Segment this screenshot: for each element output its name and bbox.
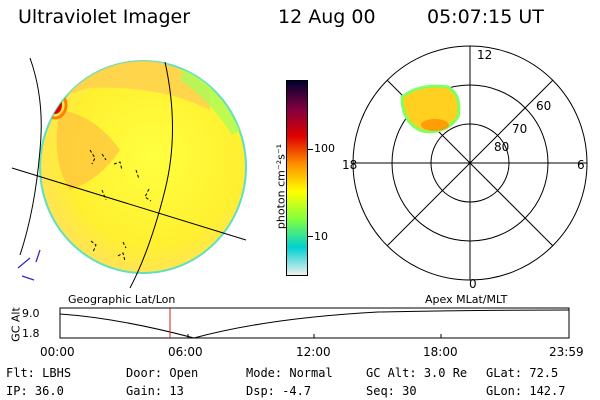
glat-value: 72.5	[529, 366, 559, 380]
filter-value: LBHS	[42, 366, 72, 380]
altitude-tick-low: 1.8	[22, 327, 40, 340]
mlat-label-60: 60	[536, 99, 551, 113]
mlat-label-80: 80	[494, 140, 509, 154]
altitude-curve	[59, 309, 570, 339]
gcalt-status: GC Alt: 3.0 Re	[366, 366, 468, 380]
altitude-timeline	[59, 307, 570, 339]
apex-title: Apex MLat/MLT	[425, 293, 508, 306]
mode-status: Mode: Normal	[246, 366, 333, 380]
gain-status: Gain: 13	[126, 384, 184, 398]
altitude-axis-label: GC Alt	[9, 307, 23, 342]
glon-value: 142.7	[529, 384, 566, 398]
seq-status: Seq: 30	[366, 384, 417, 398]
longitude-line-right	[129, 61, 173, 289]
geographic-title: Geographic Lat/Lon	[68, 293, 176, 306]
door-status: Door: Open	[126, 366, 199, 380]
time-label: 05:07:15 UT	[427, 6, 544, 28]
filter-status: Flt: LBHS	[6, 366, 72, 380]
auroral-oval-patch	[400, 84, 461, 134]
time-tick-0000: 00:00	[40, 345, 75, 359]
door-value: Open	[169, 366, 199, 380]
mode-value: Normal	[289, 366, 333, 380]
polar-plot: 12 0 18 6 60 70 80	[342, 45, 588, 290]
coastlines	[85, 149, 152, 273]
date-label: 12 Aug 00	[278, 6, 376, 28]
mlt-label-12: 12	[477, 48, 492, 62]
time-tick-2359: 23:59	[549, 345, 584, 359]
auroral-edge	[180, 65, 240, 135]
dsp-value: -4.7	[282, 384, 312, 398]
gain-value: 13	[169, 384, 184, 398]
seq-value: 30	[402, 384, 417, 398]
mlt-label-6: 6	[577, 158, 585, 172]
time-tick-1200: 12:00	[296, 345, 331, 359]
glon-status: GLon: 142.7	[486, 384, 566, 398]
dsp-status: Dsp: -4.7	[246, 384, 312, 398]
color-scale-bar	[286, 80, 308, 276]
colorbar-unit-label: photon cm⁻²s⁻¹	[274, 143, 288, 230]
gcalt-value: 3.0 Re	[423, 366, 468, 380]
colorbar-tick-100: 100	[314, 142, 335, 155]
latitude-line	[11, 167, 247, 241]
altitude-tick-high: 9.0	[22, 307, 40, 320]
glat-status: GLat: 72.5	[486, 366, 559, 380]
time-tick-0600: 06:00	[168, 345, 203, 359]
earth-disk-image	[11, 57, 247, 289]
mlt-label-0: 0	[469, 277, 477, 290]
ip-status: IP: 36.0	[6, 384, 64, 398]
mlt-label-18: 18	[342, 158, 357, 172]
time-tick-1800: 18:00	[423, 345, 458, 359]
ip-value: 36.0	[34, 384, 64, 398]
longitude-line-left	[19, 57, 42, 256]
instrument-title: Ultraviolet Imager	[18, 6, 191, 28]
mlat-label-70: 70	[512, 122, 527, 136]
coastline-fragment	[17, 249, 41, 281]
colorbar-tick-10: 10	[314, 230, 328, 243]
